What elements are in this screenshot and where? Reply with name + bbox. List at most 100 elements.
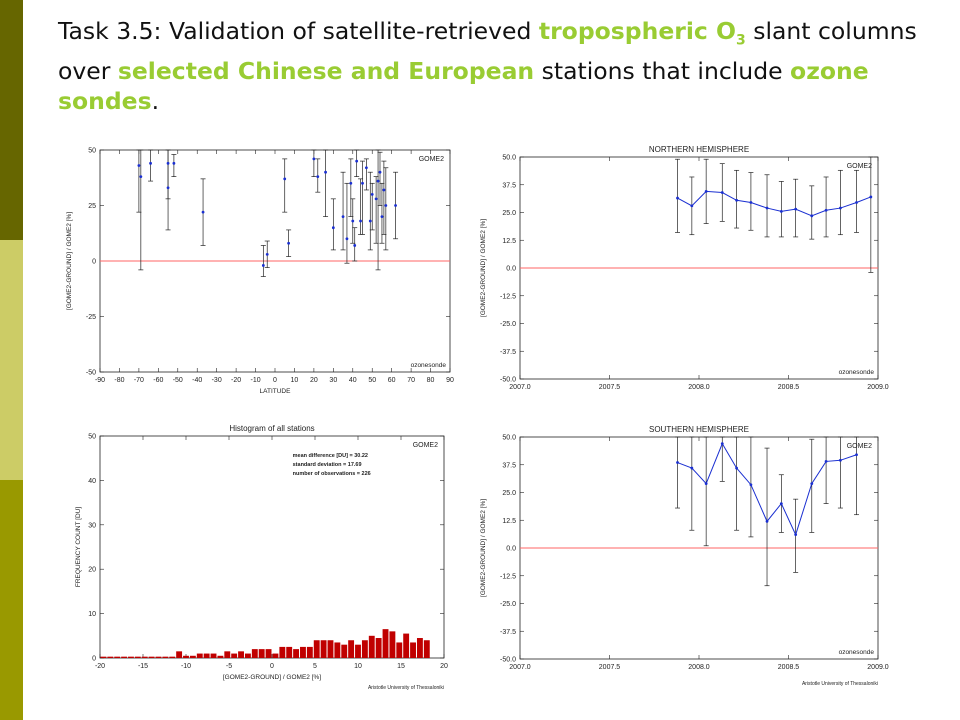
chart1-data-point bbox=[794, 207, 798, 211]
chart2-bar bbox=[134, 656, 141, 658]
chart2-x-tick-label: 10 bbox=[354, 663, 362, 670]
chart3-data-point bbox=[824, 460, 828, 463]
chart2-x-tick-label: 0 bbox=[270, 663, 274, 670]
chart2-bar bbox=[189, 655, 196, 658]
chart0-y-tick-label: -25 bbox=[86, 314, 96, 321]
chart1-y-axis-label: [GOME2-GROUND] / GOME2 [%] bbox=[480, 219, 487, 317]
chart3-footer-label: ozonesonde bbox=[839, 649, 875, 656]
chart1-corner-label: GOME2 bbox=[847, 163, 872, 170]
chart0-x-axis-label: LATITUDE bbox=[260, 388, 292, 395]
chart1-data-point bbox=[824, 208, 828, 212]
chart0-data-point bbox=[331, 226, 335, 230]
chart0-x-tick-label: 60 bbox=[388, 377, 396, 384]
chart1-x-tick-label: 2008.5 bbox=[778, 384, 800, 391]
chart1-x-tick-label: 2007.5 bbox=[599, 384, 621, 391]
chart0-data-point bbox=[382, 188, 386, 192]
chart2-y-tick-label: 10 bbox=[88, 611, 96, 618]
chart1-y-tick-label: 37.5 bbox=[502, 182, 516, 189]
chart0-data-point bbox=[364, 166, 368, 170]
chart0-x-tick-label: 90 bbox=[446, 377, 454, 384]
chart2-y-axis-label: FREQUENCY COUNT [DU] bbox=[75, 507, 82, 587]
chart1-data-point bbox=[779, 209, 783, 213]
chart2-bar bbox=[148, 656, 155, 658]
chart0-data-point bbox=[137, 164, 141, 167]
chart0-x-tick-label: 30 bbox=[329, 377, 337, 384]
chart2-x-tick-label: -15 bbox=[138, 663, 148, 670]
chart2-corner-label: GOME2 bbox=[413, 442, 438, 449]
chart1-x-tick-label: 2007.0 bbox=[509, 384, 531, 391]
chart2-bar bbox=[265, 649, 272, 658]
chart2-y-tick-label: 0 bbox=[92, 656, 96, 663]
chart0-data-point bbox=[287, 241, 291, 245]
chart0-data-point bbox=[345, 237, 349, 241]
title-part-1: Task 3.5: Validation of satellite-retrie… bbox=[58, 17, 539, 45]
chart2-bar bbox=[162, 656, 169, 658]
chart1-data-point bbox=[735, 198, 738, 202]
chart3-y-tick-label: 0.0 bbox=[506, 546, 516, 553]
chart2-bar bbox=[361, 640, 368, 658]
chart3-bottom-note: Aristotle University of Thessaloniki bbox=[802, 681, 878, 687]
chart2-bar bbox=[141, 656, 148, 658]
chart3-data-point bbox=[735, 466, 738, 470]
chart3-data-point bbox=[704, 482, 708, 486]
chart2-bar bbox=[313, 640, 320, 658]
chart2-bar bbox=[368, 635, 375, 658]
chart3-data-point bbox=[794, 533, 798, 537]
chart1-y-tick-label: -12.5 bbox=[500, 293, 516, 300]
chart3-y-tick-label: 50.0 bbox=[502, 435, 516, 442]
chart2-x-tick-label: -20 bbox=[95, 663, 105, 670]
chart0-data-point bbox=[380, 215, 384, 218]
chart2-bar bbox=[100, 656, 107, 658]
chart0-data-point bbox=[172, 161, 176, 165]
chart3-data-point bbox=[676, 461, 679, 464]
chart2-bar bbox=[293, 649, 300, 658]
chart1-series-line bbox=[677, 190, 872, 217]
chart2-bar bbox=[169, 656, 176, 658]
northern-hemisphere-chart: NORTHERN HEMISPHERE 50.0 37.5 25.0 12.5 0.0 -1… bbox=[480, 145, 889, 391]
chart2-bar bbox=[375, 638, 382, 658]
chart2-x-axis-label: [GOME2-GROUND] / GOME2 [%] bbox=[223, 674, 321, 681]
chart2-bar bbox=[320, 640, 327, 658]
chart0-data-point bbox=[265, 252, 269, 256]
chart0-data-point bbox=[149, 161, 152, 165]
chart3-y-axis-label: [GOME2-GROUND] / GOME2 [%] bbox=[480, 499, 487, 597]
chart2-bar bbox=[396, 642, 403, 658]
chart2-y-tick-label: 40 bbox=[88, 478, 96, 485]
chart2-x-tick-label: -5 bbox=[226, 663, 232, 670]
chart1-data-point bbox=[855, 201, 858, 204]
chart1-y-tick-label: 0.0 bbox=[506, 266, 516, 273]
chart0-data-point bbox=[368, 219, 372, 223]
histogram-chart: Histogram of all stations01020304050-20-… bbox=[75, 424, 448, 691]
left-band-top bbox=[0, 0, 23, 240]
chart2-bar bbox=[251, 649, 258, 658]
chart0-data-point bbox=[374, 197, 378, 201]
title-part-4: . bbox=[151, 86, 160, 115]
chart3-x-tick-label: 2007.0 bbox=[509, 664, 531, 671]
chart0-y-tick-label: 25 bbox=[88, 203, 96, 210]
chart2-title: Histogram of all stations bbox=[229, 424, 314, 433]
chart2-bar bbox=[203, 653, 210, 658]
chart3-y-tick-label: -25.0 bbox=[500, 601, 516, 608]
chart3-y-tick-label: 37.5 bbox=[502, 462, 516, 469]
chart1-y-tick-label: -25.0 bbox=[500, 321, 516, 328]
chart2-plot-frame bbox=[99, 435, 445, 659]
chart0-data-point bbox=[353, 244, 357, 247]
chart0-y-tick-label: 0 bbox=[92, 259, 96, 266]
left-band-bottom bbox=[0, 480, 23, 720]
chart1-data-point bbox=[676, 196, 679, 200]
chart0-y-tick-label: 50 bbox=[88, 148, 96, 155]
chart2-y-tick-label: 30 bbox=[88, 522, 96, 529]
chart2-bar bbox=[327, 640, 334, 658]
chart0-x-tick-label: -90 bbox=[95, 377, 105, 384]
chart0-data-point bbox=[139, 175, 143, 179]
chart2-bar bbox=[300, 646, 306, 658]
chart1-data-point bbox=[839, 206, 842, 210]
chart3-corner-label: GOME2 bbox=[847, 443, 872, 450]
latitude-scatter-panel: -50 -25 0 25 50 -90 -80 -70 -60 -50 -40 -30 -20 -10 0 1… bbox=[58, 140, 466, 412]
chart3-y-tick-label: -37.5 bbox=[500, 629, 516, 636]
chart2-bar bbox=[416, 638, 423, 658]
chart3-data-point bbox=[810, 482, 814, 486]
chart2-bar bbox=[224, 651, 231, 658]
chart2-bar bbox=[279, 646, 286, 658]
title-highlight-3: ozone sondes bbox=[58, 56, 869, 115]
